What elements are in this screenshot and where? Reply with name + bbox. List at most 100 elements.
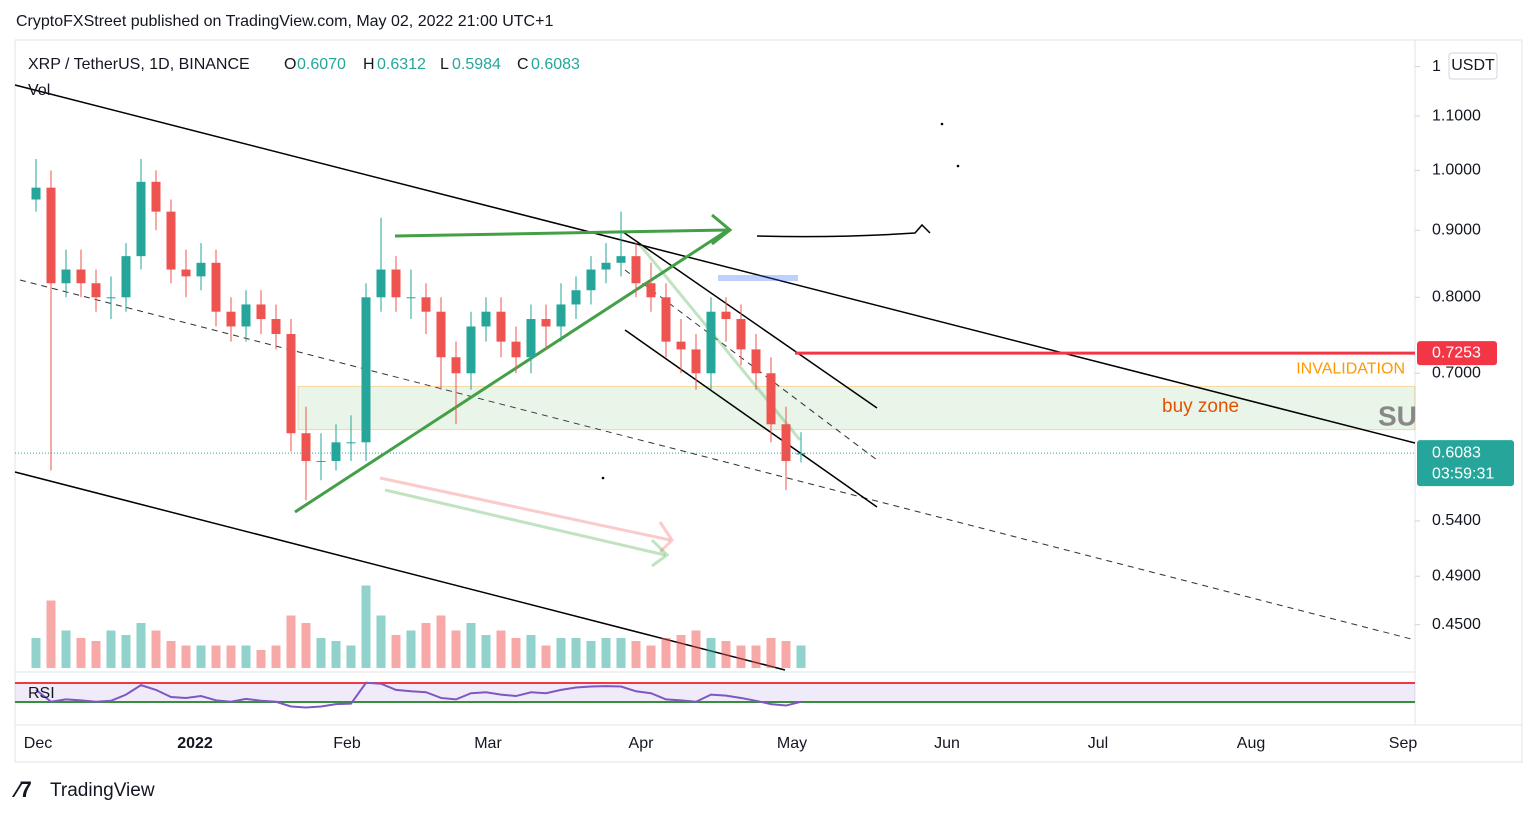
volume-bar xyxy=(316,638,326,668)
faint-arrow xyxy=(379,476,671,542)
rsi-band xyxy=(15,683,1415,702)
y-tick-label: 0.5400 xyxy=(1432,512,1481,529)
x-tick-label: 2022 xyxy=(177,735,213,752)
candle-body xyxy=(241,304,251,327)
volume-bar xyxy=(541,645,551,668)
y-tick-label: 1.1000 xyxy=(1432,107,1481,124)
volume-bar xyxy=(751,645,761,668)
cropped-text: SU xyxy=(1378,400,1417,431)
x-tick-label: Aug xyxy=(1237,735,1265,752)
candle-body xyxy=(526,319,536,358)
candle-body xyxy=(736,319,746,350)
volume-bar xyxy=(661,638,671,668)
price-tag xyxy=(1417,341,1497,366)
volume-bar xyxy=(301,623,311,668)
x-tick-label: Sep xyxy=(1389,735,1418,752)
candle-body xyxy=(226,311,236,327)
currency[interactable]: USDT xyxy=(1451,57,1495,74)
volume-bar xyxy=(736,645,746,668)
volume-bar xyxy=(121,635,131,668)
candle-body xyxy=(511,341,521,358)
x-tick-label: Jul xyxy=(1088,735,1108,752)
candle-body xyxy=(796,453,806,455)
candle-body xyxy=(436,311,446,358)
candle-body xyxy=(166,211,176,270)
volume-bar xyxy=(676,635,686,668)
sketch xyxy=(756,223,931,238)
y-tick-label: 1.0000 xyxy=(1432,162,1481,179)
volume-bar xyxy=(256,650,266,668)
faint-arrow-head xyxy=(658,521,674,554)
candle-body xyxy=(391,269,401,298)
candle-body xyxy=(451,357,461,374)
candle-body xyxy=(571,290,581,305)
candle-body xyxy=(346,442,356,444)
volume-bar xyxy=(691,630,701,668)
ohlc-value: 0.6312 xyxy=(377,56,426,73)
x-tick-label: Feb xyxy=(333,735,361,752)
candle-body xyxy=(136,181,146,257)
volume-bar xyxy=(781,641,791,668)
volume-bar xyxy=(61,630,71,668)
volume-bar xyxy=(181,645,191,668)
volume-bar xyxy=(616,638,626,668)
candle-body xyxy=(61,269,71,284)
candle-body xyxy=(541,319,551,327)
candle-body xyxy=(481,311,491,327)
volume-bar xyxy=(451,630,461,668)
candle-body xyxy=(721,311,731,320)
y-tick-label: 0.9000 xyxy=(1432,221,1481,238)
ohlc-label: O xyxy=(284,56,296,73)
volume-bar xyxy=(286,615,296,668)
volume-bar xyxy=(31,638,41,668)
candle-body xyxy=(376,269,386,298)
candle-body xyxy=(361,297,371,443)
x-tick-label: Apr xyxy=(629,735,655,752)
candle-body xyxy=(121,256,131,298)
candle-body xyxy=(766,373,776,425)
candle-body xyxy=(331,442,341,461)
volume-bar xyxy=(496,630,506,668)
volume-bar xyxy=(511,638,521,668)
symbol: XRP / TetherUS, 1D, BINANCE xyxy=(28,56,250,73)
volume-bar xyxy=(376,615,386,668)
ohlc-label: L xyxy=(440,56,449,73)
volume-bar xyxy=(166,641,176,668)
volume-bar xyxy=(706,638,716,668)
candle-body xyxy=(691,349,701,374)
volume-bar xyxy=(436,615,446,668)
candle-body xyxy=(631,256,641,284)
candle-body xyxy=(46,187,56,284)
volume-bar xyxy=(76,638,86,668)
ohlc-value: 0.6070 xyxy=(297,56,346,73)
candle-body xyxy=(601,262,611,270)
dot xyxy=(940,122,944,126)
x-tick-label: Jun xyxy=(934,735,960,752)
candle-body xyxy=(706,311,716,374)
candle-body xyxy=(151,181,161,212)
currency-box[interactable] xyxy=(1448,52,1498,80)
candle-body xyxy=(256,304,266,320)
candle-body xyxy=(781,424,791,461)
candle-body xyxy=(31,187,41,200)
volume-bar xyxy=(646,645,656,668)
footer-brand: TradingView xyxy=(50,780,155,801)
volume-bar xyxy=(586,641,596,668)
volume-bar xyxy=(526,635,536,668)
y-tick-label: 0.4500 xyxy=(1432,616,1481,633)
y-tick-label: 0.7000 xyxy=(1432,364,1481,381)
trendline xyxy=(14,471,786,671)
candle-body xyxy=(316,460,326,462)
x-tick-label: Mar xyxy=(474,735,502,752)
volume-bar xyxy=(361,585,371,668)
candle-body xyxy=(181,269,191,277)
logo: ⁄7 xyxy=(11,777,32,802)
volume-bar xyxy=(46,600,56,668)
countdown: 03:59:31 xyxy=(1432,465,1494,482)
volume-bar xyxy=(211,645,221,668)
candle-body xyxy=(301,433,311,461)
invalidation-text: INVALIDATION xyxy=(1296,360,1405,377)
green-arrow xyxy=(394,228,729,238)
volume-bar xyxy=(421,623,431,668)
vol-label: Vol xyxy=(28,82,50,99)
